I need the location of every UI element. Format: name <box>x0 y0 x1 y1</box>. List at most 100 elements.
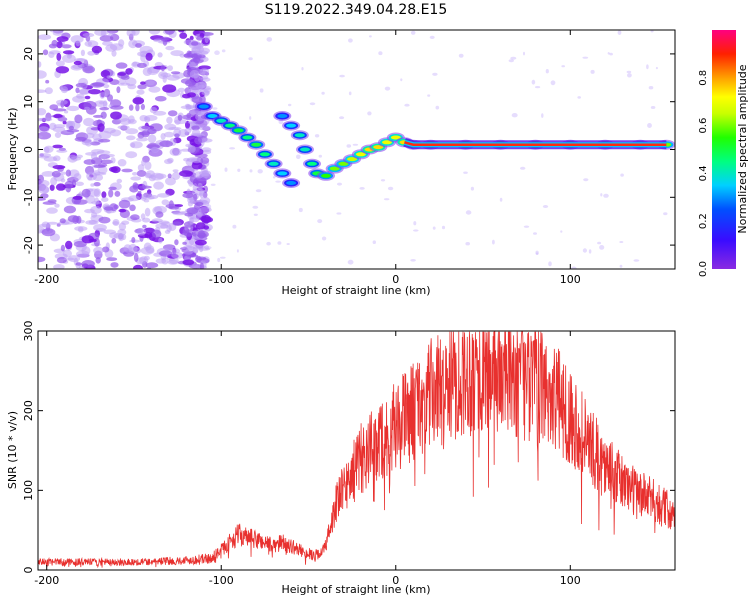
noise-speck <box>207 204 212 210</box>
noise-speck <box>533 232 537 235</box>
noise-blob <box>140 81 146 85</box>
noise-speck <box>599 245 605 250</box>
colorbar-tick-label: 0.2 <box>698 213 709 229</box>
noise-blob <box>137 190 142 195</box>
noise-blob <box>144 207 151 217</box>
y-tick-label: 10 <box>22 95 35 109</box>
noise-speck <box>535 86 541 89</box>
noise-blob <box>90 201 102 205</box>
noise-blob <box>64 180 74 189</box>
noise-blob <box>46 207 58 214</box>
noise-blob <box>117 125 130 130</box>
noise-blob <box>131 237 136 244</box>
noise-blob <box>108 189 114 198</box>
noise-blob <box>174 239 179 246</box>
noise-blob <box>168 206 180 210</box>
noise-blob <box>114 190 121 197</box>
signal-core <box>390 135 401 140</box>
noise-blob <box>159 140 174 148</box>
noise-blob <box>75 82 87 88</box>
signal-core <box>242 135 253 140</box>
noise-blob <box>81 188 91 198</box>
noise-speck <box>206 246 212 250</box>
noise-blob <box>75 154 83 159</box>
signal-core <box>321 173 331 178</box>
noise-blob <box>128 104 134 111</box>
noise-blob <box>192 128 201 137</box>
noise-blob <box>38 256 46 263</box>
noise-blob <box>118 39 125 47</box>
x-tick-label: 0 <box>392 574 399 587</box>
noise-blob <box>73 240 87 248</box>
noise-speck <box>650 30 654 33</box>
noise-speck <box>367 111 372 116</box>
noise-blob <box>56 41 63 49</box>
noise-blob <box>72 195 83 200</box>
noise-blob <box>82 32 95 38</box>
noise-blob <box>172 169 179 173</box>
noise-blob <box>42 201 57 205</box>
noise-blob <box>163 131 175 138</box>
noise-blob <box>164 30 175 35</box>
noise-speck <box>619 241 624 243</box>
noise-blob <box>92 133 102 141</box>
noise-speck <box>463 171 468 174</box>
noise-blob <box>63 257 75 261</box>
noise-blob <box>70 35 84 44</box>
noise-speck <box>577 96 581 99</box>
noise-blob <box>195 201 204 207</box>
noise-blob <box>166 224 172 233</box>
noise-speck <box>210 183 216 186</box>
noise-blob <box>155 211 164 218</box>
noise-blob <box>125 128 139 135</box>
noise-blob <box>54 203 60 208</box>
noise-blob <box>204 35 209 44</box>
noise-blob <box>148 30 161 35</box>
noise-blob <box>66 129 80 133</box>
noise-speck <box>318 154 322 158</box>
noise-blob <box>198 193 204 197</box>
noise-speck <box>253 213 258 216</box>
signal-core <box>251 142 262 147</box>
noise-blob <box>117 72 127 76</box>
noise-blob <box>60 171 67 175</box>
noise-speck <box>314 134 320 138</box>
noise-speck <box>597 241 602 245</box>
noise-blob <box>132 172 138 176</box>
noise-blob <box>39 153 52 158</box>
noise-blob <box>38 186 50 194</box>
noise-blob <box>99 101 104 105</box>
noise-blob <box>99 92 107 98</box>
noise-blob <box>143 227 155 234</box>
noise-blob <box>147 134 157 144</box>
y-tick-label: 20 <box>22 47 35 61</box>
noise-speck <box>219 256 226 259</box>
noise-blob <box>125 68 133 75</box>
noise-blob <box>179 170 193 177</box>
noise-speck <box>252 205 259 209</box>
noise-speck <box>266 37 273 42</box>
noise-blob <box>157 52 163 58</box>
noise-blob <box>125 151 138 159</box>
noise-speck <box>523 51 525 56</box>
signal-core <box>382 140 392 145</box>
noise-blob <box>90 152 98 160</box>
noise-speck <box>655 66 658 70</box>
noise-speck <box>298 207 303 213</box>
noise-speck <box>272 176 276 179</box>
x-tick-label: -200 <box>34 574 59 587</box>
noise-speck <box>288 103 292 107</box>
noise-blob <box>136 228 146 236</box>
noise-blob <box>195 239 207 246</box>
noise-blob <box>103 84 110 89</box>
noise-speck <box>266 241 271 246</box>
noise-blob <box>38 61 42 68</box>
noise-blob <box>76 93 85 99</box>
noise-speck <box>603 193 609 198</box>
noise-blob <box>172 171 181 180</box>
noise-speck <box>588 249 592 254</box>
noise-blob <box>201 216 213 223</box>
noise-speck <box>369 35 372 38</box>
noise-blob <box>145 52 153 61</box>
noise-blob <box>201 90 210 96</box>
